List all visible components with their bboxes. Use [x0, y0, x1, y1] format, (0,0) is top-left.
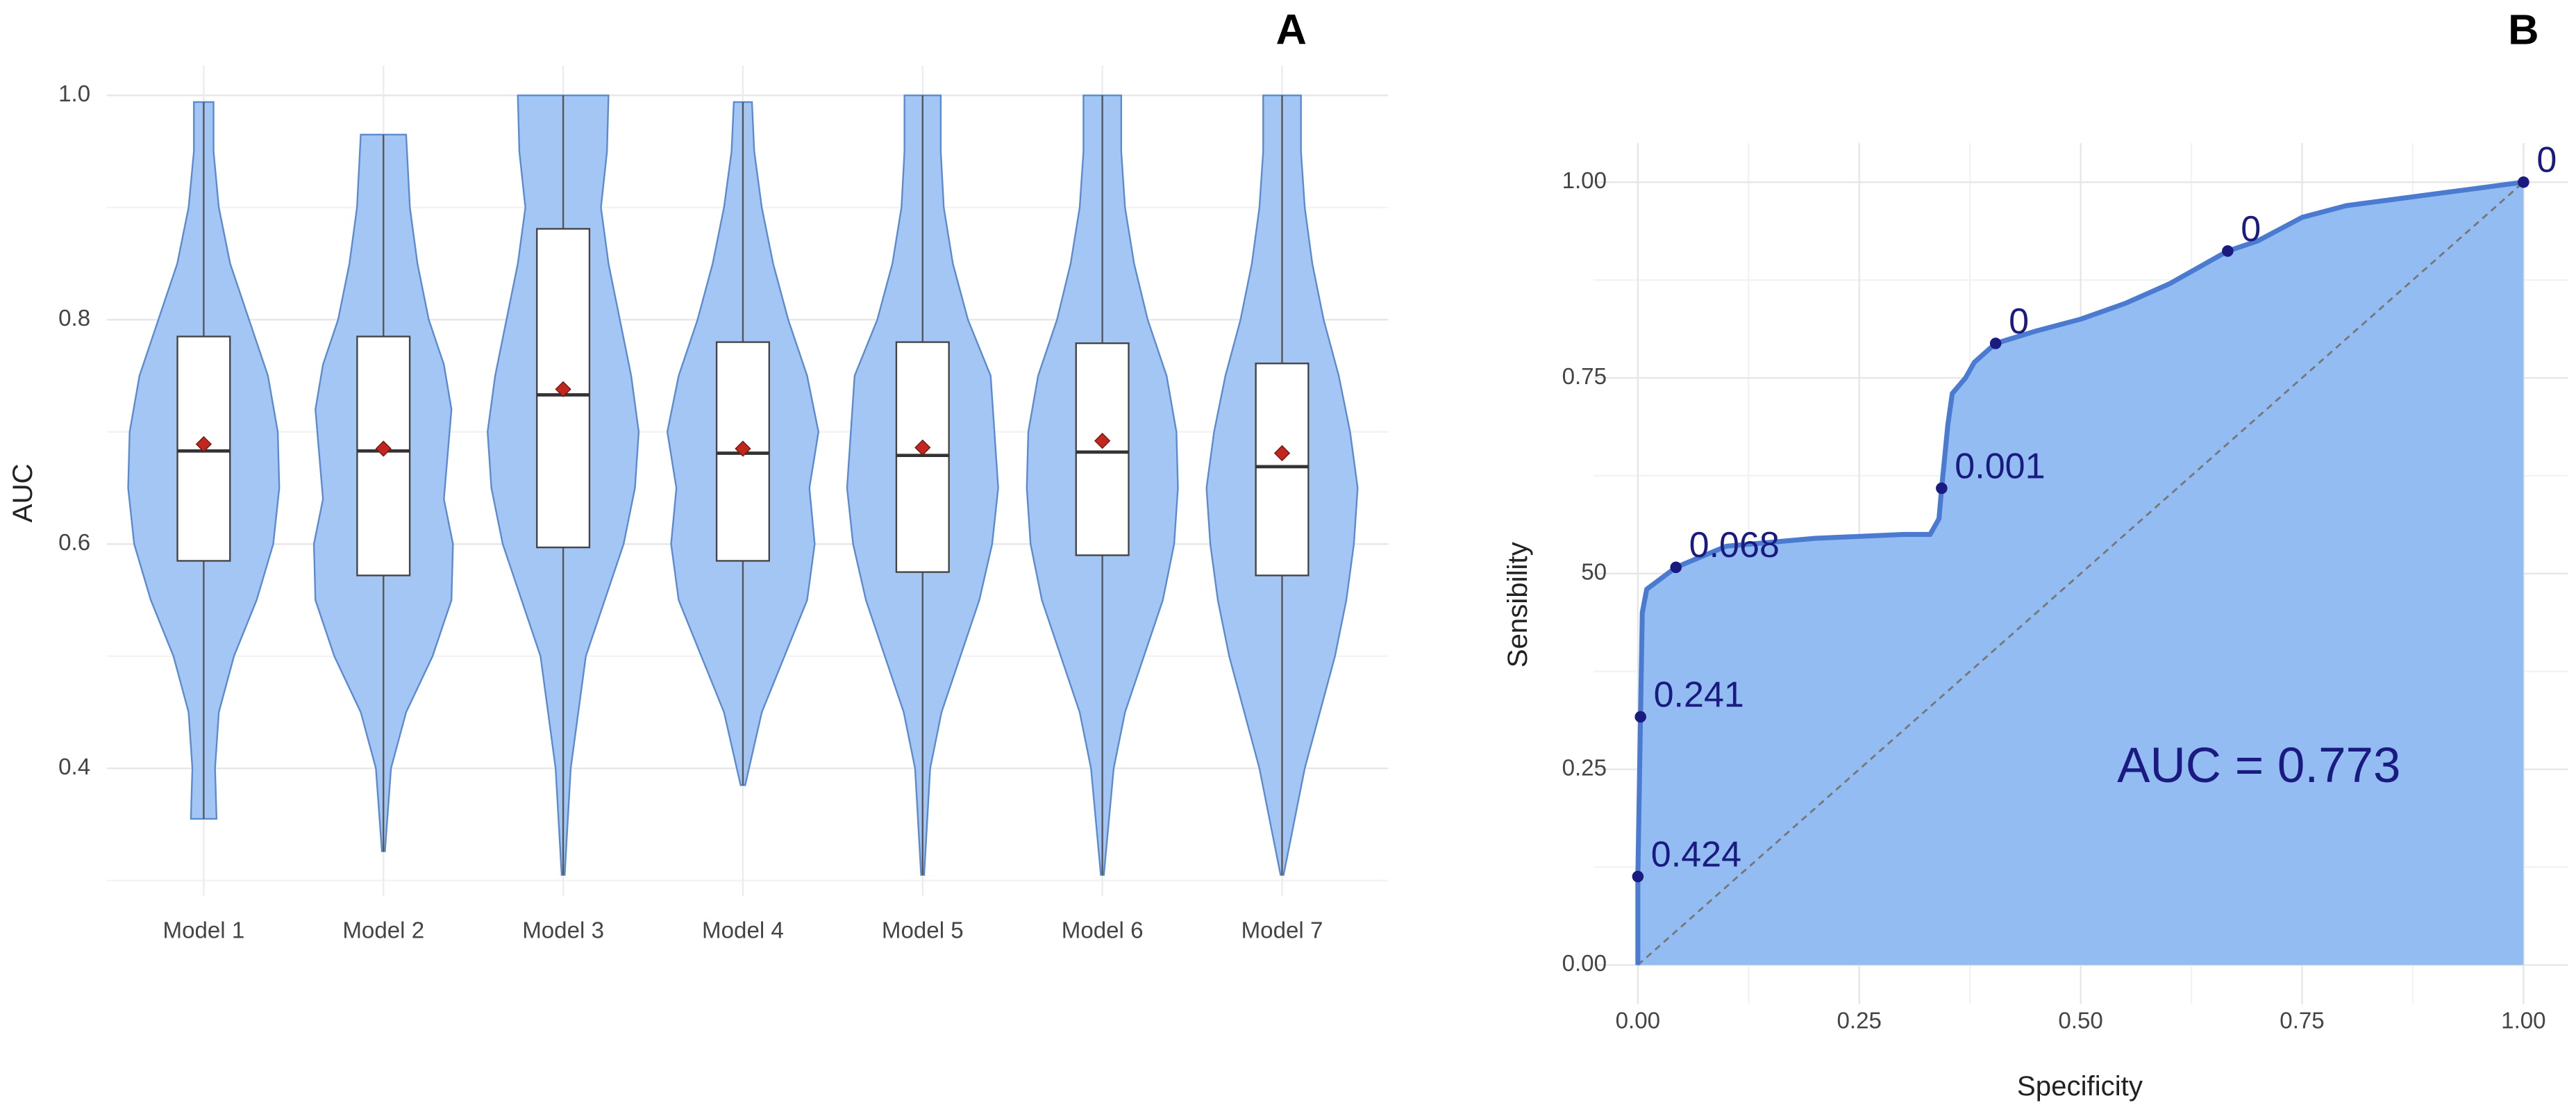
- y-tick-label: 1.00: [1562, 168, 1607, 194]
- panel-label: B: [2508, 6, 2539, 54]
- y-tick-label: 1.0: [58, 81, 90, 107]
- y-tick-label: 0.25: [1562, 755, 1607, 781]
- y-tick-label: 0.6: [58, 530, 90, 556]
- threshold-label: 0: [2241, 209, 2261, 249]
- x-tick-label: Model 7: [1241, 918, 1323, 943]
- box: [1255, 363, 1310, 576]
- mean-marker: [735, 440, 751, 457]
- threshold-point: [2518, 176, 2529, 188]
- mean-marker: [195, 435, 212, 453]
- mean-marker: [914, 439, 931, 456]
- box: [1075, 342, 1130, 556]
- mean-marker: [1273, 445, 1291, 462]
- y-tick-label: 0.4: [58, 754, 90, 780]
- threshold-point: [2222, 245, 2234, 257]
- mean-marker: [555, 381, 571, 398]
- mean-marker: [375, 440, 392, 457]
- y-tick-label: 0.75: [1562, 364, 1607, 390]
- y-axis-title: AUC: [7, 463, 38, 522]
- x-tick-label: 0.25: [1837, 1009, 1882, 1034]
- y-tick-label: 0.8: [58, 306, 90, 331]
- mean-marker: [1094, 433, 1111, 449]
- x-tick-label: Model 4: [702, 918, 784, 943]
- x-tick-label: 1.00: [2501, 1009, 2545, 1034]
- threshold-point: [1936, 482, 1948, 495]
- threshold-label: 0.424: [1651, 834, 1741, 874]
- threshold-label: 0: [2009, 301, 2029, 342]
- diagonal: [1637, 181, 2525, 966]
- box: [895, 341, 950, 573]
- roc-curve: [1635, 179, 2524, 965]
- x-tick-label: Model 1: [162, 918, 244, 943]
- panel-label: A: [1276, 6, 1307, 54]
- threshold-point: [1989, 338, 2002, 349]
- threshold-point: [1670, 561, 1682, 574]
- x-tick-label: 0.00: [1616, 1009, 1660, 1034]
- threshold-label: 0.068: [1689, 525, 1780, 565]
- threshold-label: 0.241: [1654, 674, 1744, 715]
- threshold-label: 0.001: [1955, 446, 2045, 486]
- x-tick-label: 0.75: [2280, 1009, 2324, 1034]
- threshold-point: [1634, 711, 1646, 723]
- x-axis-title: Specificity: [2017, 1070, 2143, 1102]
- y-axis-title: Sensibility: [1502, 541, 1533, 667]
- x-tick-label: Model 6: [1062, 918, 1144, 943]
- x-tick-label: 0.50: [2058, 1009, 2102, 1034]
- x-tick-label: Model 5: [882, 918, 964, 943]
- y-tick-label: 0.00: [1562, 951, 1607, 977]
- y-tick-label: 50: [1581, 560, 1607, 586]
- x-tick-label: Model 3: [522, 918, 604, 943]
- threshold-label: 0: [2536, 140, 2557, 181]
- threshold-point: [1632, 870, 1644, 883]
- auc-annotation: AUC = 0.773: [2117, 738, 2400, 793]
- x-tick-label: Model 2: [342, 918, 424, 943]
